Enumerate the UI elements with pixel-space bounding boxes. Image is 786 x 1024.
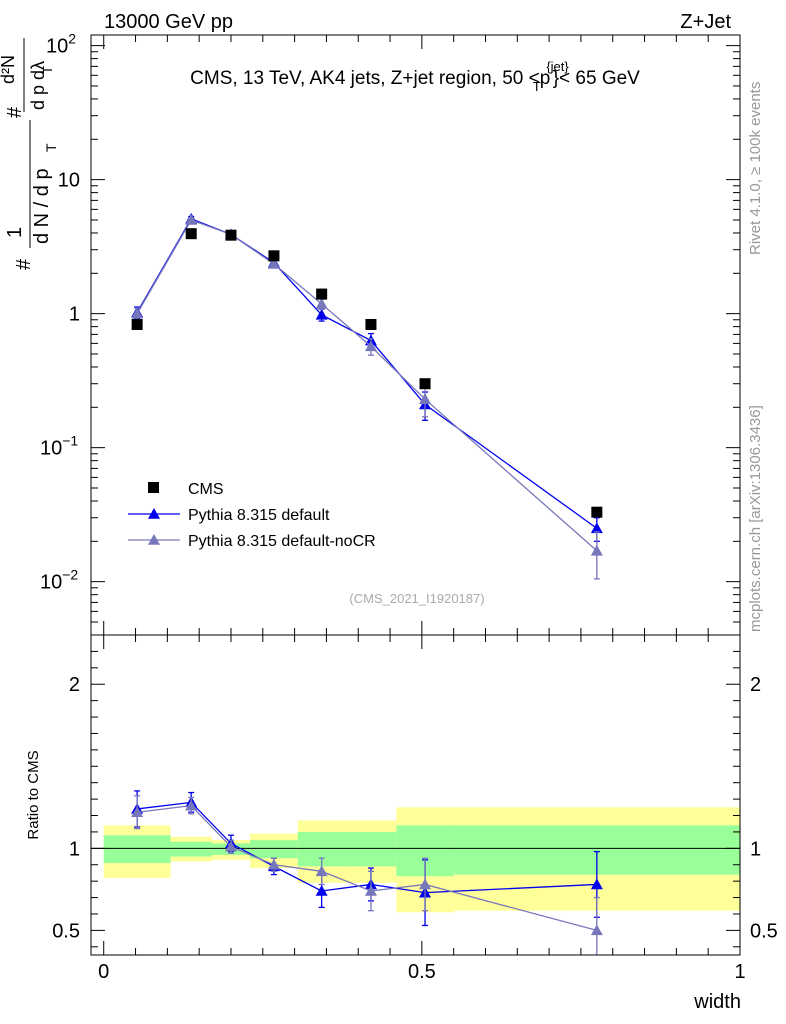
ratio-ytick-label-right: 1 <box>750 838 761 860</box>
data-point-triangle <box>131 307 144 319</box>
ratio-point-triangle <box>224 840 237 852</box>
ratio-xtick-label: 0 <box>98 961 109 983</box>
legend-label: CMS <box>188 481 224 498</box>
main-ytick-label: 102 <box>46 31 76 58</box>
data-point-triangle <box>590 522 603 534</box>
ratio-frame <box>90 634 741 956</box>
ratio-point-triangle <box>419 878 432 890</box>
data-point-cms <box>316 288 328 300</box>
header-left: 13000 GeV pp <box>104 11 233 33</box>
legend-marker-square <box>148 482 159 493</box>
ratio-axis-ticks <box>91 635 741 955</box>
ratio-xlabel: width <box>693 991 741 1013</box>
legend-marker-triangle <box>148 508 160 519</box>
ratio-ytick-label-right: 0.5 <box>750 920 778 942</box>
ratio-point-triangle <box>131 806 144 818</box>
ylabel-sub-t2: T <box>40 66 55 74</box>
ratio-point-triangle <box>315 885 328 896</box>
ratio-point-triangle <box>315 865 328 877</box>
ratio-ytick-label-right: 2 <box>750 674 761 696</box>
legend-label: Pythia 8.315 default <box>188 507 330 524</box>
ratio-point-triangle <box>590 924 603 936</box>
data-point-triangle <box>267 257 280 269</box>
main-ytick-label: 1 <box>69 304 80 326</box>
main-ylabel: # 1 d N / d p T # d²N d p dλ T <box>0 38 59 270</box>
ratio-panel: 2 21 10.5 0.50 0.5 1 Ratio to CMS width <box>25 634 778 1013</box>
data-point-cms <box>419 378 431 390</box>
ratio-xtick-label: 1 <box>734 961 745 983</box>
legend-marker-triangle <box>148 534 160 545</box>
data-point-triangle <box>185 213 198 225</box>
ratio-ylabel: Ratio to CMS <box>25 750 42 839</box>
data-point-triangle <box>364 340 377 352</box>
ratio-ytick-label: 1 <box>69 838 80 860</box>
data-point-triangle <box>315 298 328 309</box>
analysis-watermark: (CMS_2021_I1920187) <box>349 591 484 606</box>
data-point-cms <box>225 229 237 241</box>
ylabel-sub-t1: T <box>43 143 59 152</box>
data-point-triangle <box>590 544 603 556</box>
ratio-point-triangle <box>185 799 198 811</box>
main-panel: 102 10 1 10−1 10−2 CMS, 13 TeV, AK4 jets, Z+… <box>40 31 741 636</box>
main-series <box>131 212 603 580</box>
main-ytick-label: 10 <box>58 170 80 192</box>
data-point-triangle <box>419 393 432 404</box>
ylabel-dN: d N / d p <box>31 168 53 244</box>
legend: CMS Pythia 8.315 default Pythia 8.315 defa… <box>128 481 376 550</box>
main-ytick-label: 10−2 <box>40 567 78 594</box>
band-green <box>103 835 171 864</box>
ratio-point-triangle <box>267 858 280 870</box>
data-point-cms <box>131 318 143 330</box>
mcplots-label: mcplots.cern.ch [arXiv:1306.3436] <box>747 405 764 632</box>
chart-title: CMS, 13 TeV, AK4 jets, Z+jet region, 50 … <box>190 59 640 94</box>
ratio-ytick-label: 2 <box>69 674 80 696</box>
ratio-point-triangle <box>590 878 603 890</box>
data-point-cms <box>365 318 377 330</box>
data-point-cms <box>591 506 603 518</box>
series-line-2 <box>136 219 598 552</box>
data-point-cms <box>185 228 197 240</box>
main-ytick-label: 10−1 <box>40 433 78 460</box>
ylabel-hash2: # <box>4 106 26 118</box>
ylabel-hash1: # <box>13 258 35 270</box>
chart-title-main: CMS, 13 TeV, AK4 jets, Z+jet region, 50 … <box>190 68 540 89</box>
ratio-xtick-label: 0.5 <box>408 961 436 983</box>
main-axis-ticks <box>91 35 741 636</box>
ylabel-dpdl: d p dλ <box>28 61 48 110</box>
series-line-1 <box>136 218 598 529</box>
ratio-series <box>131 790 603 955</box>
data-point-cms <box>268 250 280 262</box>
ylabel-one: 1 <box>4 227 26 238</box>
rivet-label: Rivet 4.1.0, ≥ 100k events <box>747 82 764 255</box>
data-point-triangle <box>315 308 328 320</box>
ratio-ytick-label: 0.5 <box>52 920 80 942</box>
ratio-line-0 <box>137 801 597 894</box>
ratio-line-1 <box>137 804 598 932</box>
band-green <box>170 841 212 857</box>
ylabel-d2N: d²N <box>0 55 18 84</box>
main-y-tick-labels: 102 10 1 10−1 10−2 <box>40 31 80 594</box>
ratio-tick-labels: 2 21 10.5 0.50 0.5 1 <box>52 674 778 983</box>
chart-title-end: }< 65 GeV <box>553 68 640 89</box>
band-green <box>250 840 298 859</box>
ratio-point-triangle <box>364 885 377 896</box>
chart-title-p: p <box>540 68 551 89</box>
band-green <box>345 831 397 867</box>
chart-title-sup: {jet} <box>546 59 569 74</box>
legend-label: Pythia 8.315 default-noCR <box>188 533 376 550</box>
header-right: Z+Jet <box>680 11 731 33</box>
chart-title-sub: T <box>533 79 541 94</box>
